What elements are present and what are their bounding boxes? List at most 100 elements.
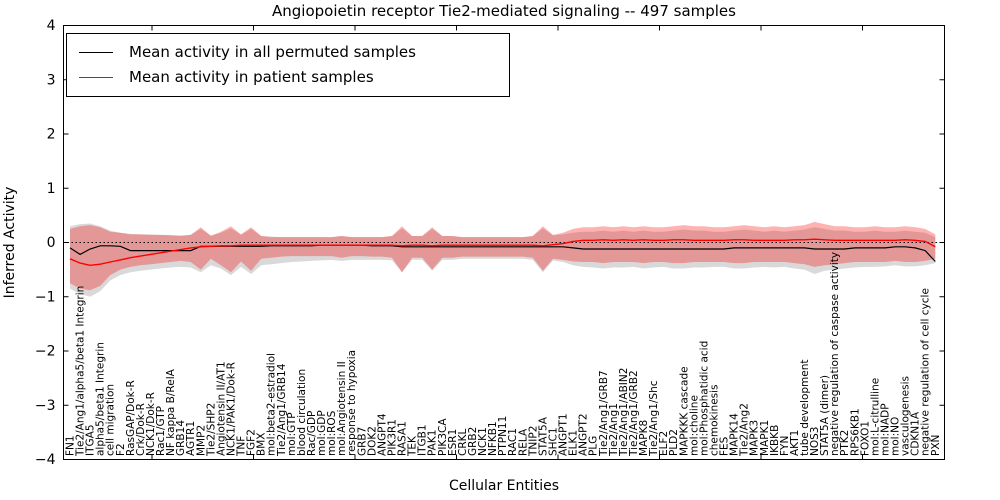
- x-category-label: FES: [719, 436, 731, 456]
- x-category-label: mol:beta2-estradiol: [266, 353, 278, 456]
- x-category-label: PIK3R1: [387, 419, 399, 456]
- x-category-label: PXN: [930, 435, 942, 456]
- x-category-label: F2: [115, 443, 127, 456]
- x-category-label: TNF: [236, 436, 248, 457]
- x-category-label: STAT5A: [537, 416, 549, 456]
- x-category-label: ITGA5: [85, 424, 97, 456]
- x-category-label: CRKL: [457, 428, 469, 456]
- x-category-label: Tie2/SHP2: [205, 403, 217, 457]
- x-category-label: RasGAP/Dok-R: [125, 380, 137, 456]
- x-category-label: Tie2/Ang1/GRB7: [598, 370, 610, 457]
- series-line-layer: [63, 238, 945, 267]
- x-category-label: FOXO1: [859, 421, 871, 456]
- legend-item-patient: Mean activity in patient samples: [67, 70, 509, 85]
- figure-title: Angiopoietin receptor Tie2-mediated sign…: [272, 2, 736, 20]
- x-category-label: RAC1: [507, 428, 519, 456]
- legend-label-patient: Mean activity in patient samples: [129, 68, 374, 87]
- x-category-label: GRB7: [356, 427, 368, 456]
- legend-item-permuted: Mean activity in all permuted samples: [67, 42, 509, 61]
- x-category-label: NCK1/PAK1/Dok-R: [226, 362, 238, 456]
- x-category-label: ESR1: [447, 429, 459, 456]
- x-category-label: NCK1/Dok-R: [145, 392, 157, 456]
- legend-label-permuted: Mean activity in all permuted samples: [129, 42, 416, 61]
- x-category-label: MAPKKK cascade: [678, 366, 690, 456]
- x-category-label: Tie2/Ang1: [608, 403, 620, 457]
- x-category-label: BMX: [256, 433, 268, 456]
- patient-mean-line: [69, 238, 936, 267]
- x-category-label: PLD2: [668, 429, 680, 456]
- x-category-label: Rac1/GTP: [155, 406, 167, 456]
- x-category-label: NOS3: [809, 427, 821, 456]
- x-category-label: mol:choline: [688, 395, 700, 456]
- x-category-label: TNIP2: [527, 426, 539, 457]
- y-tick-label: 3: [47, 72, 56, 88]
- band-layer: [70, 221, 936, 297]
- x-category-label: FN1: [65, 435, 77, 456]
- x-category-label: ELF2: [658, 431, 670, 456]
- x-category-label: Angiotensin II/AT1: [215, 361, 227, 456]
- x-category-label: NF kappa B/RelA: [165, 368, 177, 456]
- legend-line-swatch-patient: [79, 77, 113, 79]
- x-category-label: mol:L-citrulline: [869, 378, 881, 456]
- x-category-label: Tie2/Ang1/Shc: [648, 380, 660, 457]
- x-category-label: DOK2: [366, 426, 378, 456]
- x-category-label: Tie2/Ang1/alpha5/beta1 Integrin: [75, 286, 87, 457]
- x-category-label: STAT5A (dimer): [819, 375, 831, 456]
- y-tick-label: −3: [35, 398, 56, 414]
- x-category-label: Tie2/Ang1/GRB14: [276, 363, 288, 457]
- legend: Mean activity in all permuted samples Me…: [66, 33, 510, 97]
- x-category-label: RASA1: [397, 421, 409, 456]
- y-tick-label: −2: [35, 344, 56, 360]
- x-category-label: TEK: [407, 435, 419, 457]
- x-category-label: cell migration: [105, 384, 117, 456]
- x-axis-label: Cellular Entities: [449, 478, 559, 494]
- x-category-label: MAPK1: [759, 420, 771, 456]
- x-category-label: ANGPT4: [376, 413, 388, 456]
- x-category-label: ANGPT1: [558, 413, 570, 456]
- x-category-label: NFKB1: [487, 421, 499, 456]
- x-category-label: vasculogenesis: [900, 376, 912, 456]
- x-category-label: PTPN11: [497, 416, 509, 456]
- x-category-label: MAPK3: [749, 420, 761, 456]
- x-category-label: response to hypoxia: [346, 350, 358, 456]
- y-axis-label: Inferred Activity: [2, 187, 18, 299]
- x-category-label: Crk/Dok-R: [135, 403, 147, 456]
- x-category-label: AGTR1: [185, 421, 197, 456]
- patient-samples-range-band: [70, 221, 936, 291]
- x-category-label: SHC1: [548, 427, 560, 456]
- x-category-label: mol:GTP: [286, 412, 298, 456]
- x-category-label: RPS6KB1: [849, 408, 861, 456]
- x-category-label: mol:Angiotensin II: [336, 361, 348, 456]
- x-category-label: Tie2/Ang1/GRB2: [628, 370, 640, 457]
- y-tick-label: 4: [47, 18, 56, 34]
- x-category-label: ANGPT2: [578, 413, 590, 456]
- x-category-label: negative regulation of caspase activity: [829, 252, 841, 456]
- legend-line-swatch-permuted: [79, 51, 113, 53]
- x-category-label: GRB2: [467, 427, 479, 456]
- permuted-samples-range-band: [70, 223, 936, 297]
- y-tick-label: −4: [35, 452, 56, 468]
- x-category-label: PAK1: [427, 430, 439, 456]
- x-category-label: ITGB1: [417, 424, 429, 456]
- x-category-label: MAPK14: [729, 413, 741, 456]
- y-tick-label: 2: [47, 127, 56, 143]
- x-category-label: mol:GDP: [316, 410, 328, 456]
- x-category-label: PTK2: [839, 430, 851, 456]
- x-category-label: MMP2: [195, 425, 207, 456]
- y-tick-label: 0: [47, 235, 56, 251]
- x-category-label: RELA: [517, 428, 529, 456]
- x-category-label: alpha5/beta1 Integrin: [95, 342, 107, 456]
- x-category-label: blood circulation: [296, 369, 308, 456]
- x-category-label: mol:ROS: [326, 410, 338, 456]
- x-category-label: ELK1: [568, 430, 580, 456]
- x-category-label: chemokinesis: [708, 384, 720, 456]
- x-category-label: Tie2/Ang2: [739, 403, 751, 457]
- x-category-label: FGF2: [246, 429, 258, 456]
- y-tick-label: −1: [35, 289, 56, 305]
- x-category-label: IKBKB: [769, 425, 781, 456]
- y-tick-label: 1: [47, 181, 56, 197]
- x-category-label: GRB14: [175, 420, 187, 456]
- x-category-label: AKT1: [789, 430, 801, 456]
- axis-tick-layer: 4 3 2 1 0 −1 −2 −3 −4: [35, 18, 945, 468]
